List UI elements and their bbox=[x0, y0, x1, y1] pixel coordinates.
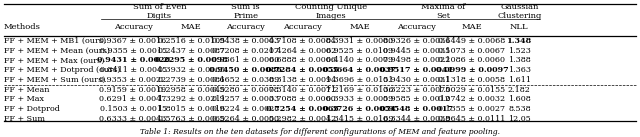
Text: 0.0742 ± 0.0032: 0.0742 ± 0.0032 bbox=[438, 95, 506, 103]
Text: 1.8015 ± 0.0016: 1.8015 ± 0.0016 bbox=[158, 105, 225, 113]
Text: 0.9548 ± 0.0017: 0.9548 ± 0.0017 bbox=[380, 105, 453, 113]
Text: 0.5264 ± 0.0050: 0.5264 ± 0.0050 bbox=[212, 115, 279, 123]
Text: FF + MEM + Sum (ours): FF + MEM + Sum (ours) bbox=[4, 76, 106, 84]
Text: Accuracy: Accuracy bbox=[114, 23, 152, 31]
Text: 8.538: 8.538 bbox=[508, 105, 531, 113]
Text: 0.9645 ± 0.0111: 0.9645 ± 0.0111 bbox=[438, 115, 506, 123]
Text: 0.9257 ± 0.0033: 0.9257 ± 0.0033 bbox=[212, 95, 279, 103]
Text: 1.611: 1.611 bbox=[508, 76, 531, 84]
Text: 0.2739 ± 0.0081: 0.2739 ± 0.0081 bbox=[158, 76, 225, 84]
Text: 1.363: 1.363 bbox=[508, 66, 531, 74]
Text: 0.1503 ± 0.0015: 0.1503 ± 0.0015 bbox=[100, 105, 166, 113]
Text: 0.7108 ± 0.0084: 0.7108 ± 0.0084 bbox=[269, 37, 336, 45]
Text: MAE: MAE bbox=[461, 23, 483, 31]
Text: 2.182: 2.182 bbox=[508, 86, 531, 94]
Text: 0.7208 ± 0.0217: 0.7208 ± 0.0217 bbox=[212, 47, 279, 55]
Text: 0.2982 ± 0.0042: 0.2982 ± 0.0042 bbox=[269, 115, 337, 123]
Text: 0.9445 ± 0.0035: 0.9445 ± 0.0035 bbox=[383, 47, 450, 55]
Text: 0.9355 ± 0.0015: 0.9355 ± 0.0015 bbox=[100, 47, 166, 55]
Text: Table 1: Results on the ten datasets for different configurations of MEM and fea: Table 1: Results on the ten datasets for… bbox=[140, 128, 500, 136]
Text: FF + MEM + Mean (ours): FF + MEM + Mean (ours) bbox=[4, 47, 110, 55]
Text: 0.6333 ± 0.0043: 0.6333 ± 0.0043 bbox=[99, 115, 167, 123]
Text: 0.6652 ± 0.0389: 0.6652 ± 0.0389 bbox=[212, 76, 280, 84]
Text: 0.7088 ± 0.0060: 0.7088 ± 0.0060 bbox=[269, 95, 336, 103]
Text: 0.9525 ± 0.0109: 0.9525 ± 0.0109 bbox=[326, 47, 393, 55]
Text: Accuracy: Accuracy bbox=[397, 23, 436, 31]
Text: 0.6888 ± 0.0066: 0.6888 ± 0.0066 bbox=[269, 56, 336, 64]
Text: 1.523: 1.523 bbox=[508, 47, 531, 55]
Text: 0.1318 ± 0.0058: 0.1318 ± 0.0058 bbox=[438, 76, 506, 84]
Text: Sum of Even
Digits: Sum of Even Digits bbox=[132, 3, 186, 20]
Text: 0.3726 ± 0.0054: 0.3726 ± 0.0054 bbox=[323, 105, 396, 113]
Text: 0.7254 ± 0.0063: 0.7254 ± 0.0063 bbox=[266, 105, 339, 113]
Text: Counting Unique
Images: Counting Unique Images bbox=[295, 3, 367, 20]
Text: 0.1355 ± 0.0027: 0.1355 ± 0.0027 bbox=[438, 105, 506, 113]
Text: 0.4264 ± 0.0062: 0.4264 ± 0.0062 bbox=[269, 47, 337, 55]
Text: 1.388: 1.388 bbox=[508, 56, 531, 64]
Text: MAE: MAE bbox=[349, 23, 370, 31]
Text: 0.9326 ± 0.0036: 0.9326 ± 0.0036 bbox=[383, 37, 451, 45]
Text: 1.3292 ± 0.0211: 1.3292 ± 0.0211 bbox=[157, 95, 225, 103]
Text: 1.348: 1.348 bbox=[507, 37, 532, 45]
Text: Methods: Methods bbox=[4, 23, 41, 31]
Text: 0.9353 ± 0.0022: 0.9353 ± 0.0022 bbox=[99, 76, 167, 84]
Text: 0.3138 ± 0.0094: 0.3138 ± 0.0094 bbox=[269, 76, 337, 84]
Text: 0.9224 ± 0.0028: 0.9224 ± 0.0028 bbox=[212, 105, 280, 113]
Text: 0.3140 ± 0.0071: 0.3140 ± 0.0071 bbox=[269, 86, 336, 94]
Text: MAE: MAE bbox=[181, 23, 202, 31]
Text: 0.3664 ± 0.0037: 0.3664 ± 0.0037 bbox=[323, 66, 396, 74]
Text: FF + Mean: FF + Mean bbox=[4, 86, 49, 94]
Text: 0.5763 ± 0.0069: 0.5763 ± 0.0069 bbox=[158, 115, 225, 123]
Text: FF + Sum: FF + Sum bbox=[4, 115, 45, 123]
Text: 0.3223 ± 0.0075: 0.3223 ± 0.0075 bbox=[383, 86, 450, 94]
Text: 0.2958 ± 0.0049: 0.2958 ± 0.0049 bbox=[158, 86, 225, 94]
Text: 0.4140 ± 0.0079: 0.4140 ± 0.0079 bbox=[326, 56, 393, 64]
Text: 0.9498 ± 0.0022: 0.9498 ± 0.0022 bbox=[383, 56, 451, 64]
Text: 0.2295 ± 0.0098: 0.2295 ± 0.0098 bbox=[155, 56, 228, 64]
Text: 0.3344 ± 0.0038: 0.3344 ± 0.0038 bbox=[383, 115, 451, 123]
Text: FF + MEM + Max (ours): FF + MEM + Max (ours) bbox=[4, 56, 104, 64]
Text: 0.3932 ± 0.0065: 0.3932 ± 0.0065 bbox=[157, 66, 225, 74]
Text: 12.05: 12.05 bbox=[508, 115, 531, 123]
Text: FF + MEM + MB1 (ours): FF + MEM + MB1 (ours) bbox=[4, 37, 106, 45]
Text: 0.1086 ± 0.0060: 0.1086 ± 0.0060 bbox=[438, 56, 506, 64]
Text: FF + Max: FF + Max bbox=[4, 95, 44, 103]
Text: 1.3415 ± 0.0169: 1.3415 ± 0.0169 bbox=[326, 115, 394, 123]
Text: 0.9438 ± 0.0043: 0.9438 ± 0.0043 bbox=[212, 37, 280, 45]
Text: Gaussian
Clustering: Gaussian Clustering bbox=[497, 3, 541, 20]
Text: 0.6291 ± 0.0047: 0.6291 ± 0.0047 bbox=[99, 95, 167, 103]
Text: FF + MEM + Dotprod (ours): FF + MEM + Dotprod (ours) bbox=[4, 66, 120, 74]
Text: 0.8411 ± 0.0045: 0.8411 ± 0.0045 bbox=[100, 66, 166, 74]
Text: 0.1449 ± 0.0068: 0.1449 ± 0.0068 bbox=[438, 37, 506, 45]
Text: Sum is
Prime: Sum is Prime bbox=[232, 3, 260, 20]
Text: Maxima of
Set: Maxima of Set bbox=[421, 3, 465, 20]
Text: 1.0029 ± 0.0155: 1.0029 ± 0.0155 bbox=[438, 86, 506, 94]
Text: 0.5280 ± 0.0078: 0.5280 ± 0.0078 bbox=[212, 86, 279, 94]
Text: 0.2516 ± 0.0105: 0.2516 ± 0.0105 bbox=[158, 37, 225, 45]
Text: Accuracy: Accuracy bbox=[284, 23, 322, 31]
Text: 0.3933 ± 0.0059: 0.3933 ± 0.0059 bbox=[326, 95, 394, 103]
Text: 0.9159 ± 0.0019: 0.9159 ± 0.0019 bbox=[99, 86, 167, 94]
Text: 0.9361 ± 0.0060: 0.9361 ± 0.0060 bbox=[212, 56, 280, 64]
Text: 0.7284 ± 0.0055: 0.7284 ± 0.0055 bbox=[266, 66, 339, 74]
Text: 0.9431 ± 0.0020: 0.9431 ± 0.0020 bbox=[97, 56, 170, 64]
Text: Accuracy: Accuracy bbox=[227, 23, 265, 31]
Text: 1.608: 1.608 bbox=[508, 95, 531, 103]
Text: FF + Dotprod: FF + Dotprod bbox=[4, 105, 60, 113]
Text: 0.9367 ± 0.0016: 0.9367 ± 0.0016 bbox=[99, 37, 167, 45]
Text: NLL: NLL bbox=[510, 23, 529, 31]
Text: 0.9450 ± 0.0086: 0.9450 ± 0.0086 bbox=[209, 66, 282, 74]
Text: 1.3696 ± 0.0151: 1.3696 ± 0.0151 bbox=[326, 76, 394, 84]
Text: 0.0999 ± 0.0097: 0.0999 ± 0.0097 bbox=[436, 66, 508, 74]
Text: 0.9585 ± 0.0012: 0.9585 ± 0.0012 bbox=[383, 95, 450, 103]
Text: 0.2437 ± 0.0087: 0.2437 ± 0.0087 bbox=[158, 47, 225, 55]
Text: 0.9430 ± 0.0031: 0.9430 ± 0.0031 bbox=[383, 76, 451, 84]
Text: 0.1073 ± 0.0067: 0.1073 ± 0.0067 bbox=[438, 47, 506, 55]
Text: 1.2169 ± 0.0136: 1.2169 ± 0.0136 bbox=[326, 86, 394, 94]
Text: 0.9517 ± 0.0041: 0.9517 ± 0.0041 bbox=[380, 66, 453, 74]
Text: 0.3931 ± 0.0080: 0.3931 ± 0.0080 bbox=[326, 37, 393, 45]
